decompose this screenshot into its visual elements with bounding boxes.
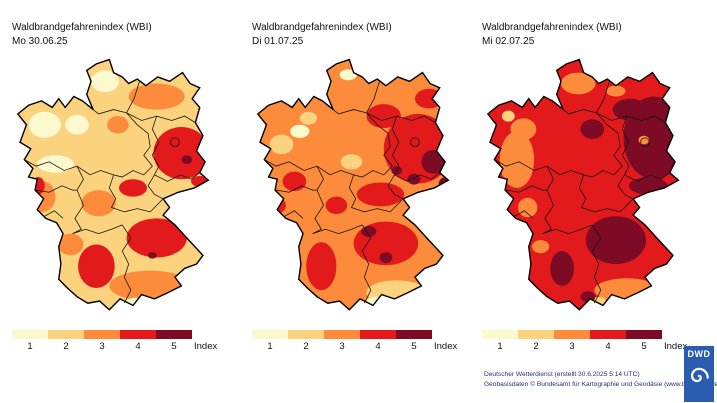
- map-title-text: Waldbrandgefahrenindex (WBI): [252, 22, 392, 33]
- forecast-panel-day1: Waldbrandgefahrenindex (WBI) Mo 30.06.25: [0, 0, 239, 403]
- germany-outline: [16, 58, 210, 311]
- legend-value-3: 3: [339, 341, 345, 352]
- legend-cell-4: [120, 330, 156, 339]
- legend-cell-2: [288, 330, 324, 339]
- dwd-logo: DWD: [684, 346, 714, 402]
- dwd-logo-text: DWD: [687, 349, 711, 359]
- map-date-label: Mo 30.06.25: [12, 36, 68, 47]
- map-title-day3: Waldbrandgefahrenindex (WBI) Mi 02.07.25: [482, 21, 622, 49]
- legend-value-4: 4: [605, 341, 611, 352]
- legend-color-bar: [482, 330, 662, 339]
- legend-scale: 1 2 3 4 5 Index: [482, 330, 702, 352]
- attribution-line2: Geobasisdaten © Bundesamt für Kartograph…: [484, 381, 717, 388]
- map-date-label: Mi 02.07.25: [482, 36, 535, 47]
- state-borders: [24, 81, 200, 304]
- germany-outline: [486, 58, 680, 311]
- legend-value-3: 3: [99, 341, 105, 352]
- legend-cell-4: [360, 330, 396, 339]
- danger-patches: [28, 70, 209, 309]
- state-borders: [494, 81, 670, 304]
- dwd-spiral-icon: [690, 367, 709, 383]
- legend-cell-1: [12, 330, 48, 339]
- legend-value-4: 4: [375, 341, 381, 352]
- legend-cell-3: [84, 330, 120, 339]
- legend-cell-2: [48, 330, 84, 339]
- legend-value-3: 3: [569, 341, 575, 352]
- legend-cell-5: [396, 330, 432, 339]
- attribution-text: Deutscher Wetterdienst (erstellt 30.6.20…: [484, 370, 717, 390]
- germany-map-day1: [16, 58, 210, 311]
- forecast-panel-day2: Waldbrandgefahrenindex (WBI) Di 01.07.25: [240, 0, 479, 403]
- legend-cell-5: [626, 330, 662, 339]
- legend-scale: 1 2 3 4 5 Index: [12, 330, 232, 352]
- germany-map-day3: [486, 58, 680, 311]
- map-title-day1: Waldbrandgefahrenindex (WBI) Mo 30.06.25: [12, 21, 152, 49]
- legend-value-2: 2: [533, 341, 539, 352]
- legend-labels: 1 2 3 4 5 Index: [482, 341, 702, 352]
- legend-unit-label: Index: [194, 341, 218, 352]
- germany-outline: [256, 58, 450, 311]
- legend-cell-4: [590, 330, 626, 339]
- legend-value-4: 4: [135, 341, 141, 352]
- legend-cell-1: [252, 330, 288, 339]
- forecast-panel-day3: Waldbrandgefahrenindex (WBI) Mi 02.07.25: [470, 0, 717, 403]
- berlin-border: [640, 137, 650, 147]
- legend-scale: 1 2 3 4 5 Index: [252, 330, 472, 352]
- legend-cell-3: [554, 330, 590, 339]
- legend-color-bar: [252, 330, 432, 339]
- berlin-border: [170, 137, 180, 147]
- legend-cell-2: [518, 330, 554, 339]
- legend-cell-1: [482, 330, 518, 339]
- germany-map-day2: [256, 58, 450, 311]
- legend-unit-label: Index: [434, 341, 458, 352]
- legend-value-5: 5: [641, 341, 647, 352]
- state-borders: [264, 81, 440, 304]
- map-title-text: Waldbrandgefahrenindex (WBI): [482, 22, 622, 33]
- legend-cell-3: [324, 330, 360, 339]
- legend-cell-5: [156, 330, 192, 339]
- legend-unit-label: Index: [664, 341, 688, 352]
- attribution-line1: Deutscher Wetterdienst (erstellt 30.6.20…: [484, 371, 640, 378]
- legend-labels: 1 2 3 4 5 Index: [12, 341, 232, 352]
- map-title-day2: Waldbrandgefahrenindex (WBI) Di 01.07.25: [252, 21, 392, 49]
- legend-value-5: 5: [171, 341, 177, 352]
- legend-value-2: 2: [63, 341, 69, 352]
- legend-value-1: 1: [497, 341, 503, 352]
- legend-value-2: 2: [303, 341, 309, 352]
- map-title-text: Waldbrandgefahrenindex (WBI): [12, 22, 152, 33]
- legend-value-1: 1: [267, 341, 273, 352]
- legend-value-5: 5: [411, 341, 417, 352]
- legend-labels: 1 2 3 4 5 Index: [252, 341, 472, 352]
- berlin-border: [410, 137, 420, 147]
- legend-value-1: 1: [27, 341, 33, 352]
- legend-color-bar: [12, 330, 192, 339]
- map-date-label: Di 01.07.25: [252, 36, 304, 47]
